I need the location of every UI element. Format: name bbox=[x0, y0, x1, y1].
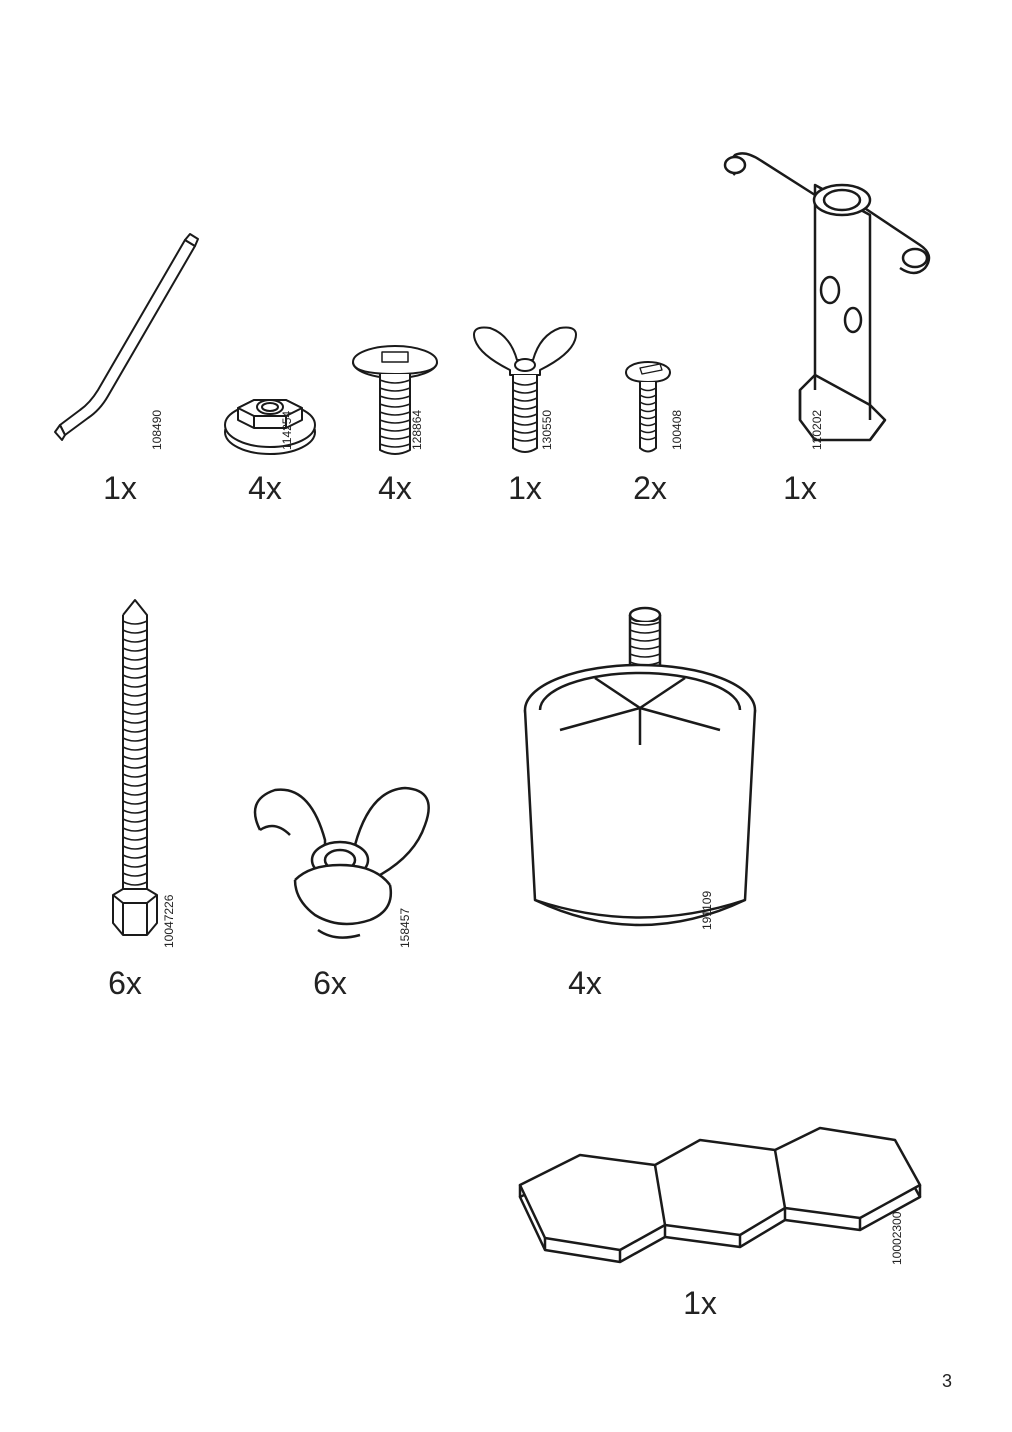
qty-foot-cup: 4x bbox=[555, 965, 615, 1002]
partnum-hex-pad: 10002300 bbox=[890, 1212, 904, 1265]
part-allen-key bbox=[40, 210, 200, 450]
part-wing-bolt bbox=[465, 320, 585, 460]
page-number: 3 bbox=[942, 1371, 952, 1392]
qty-small-screw: 2x bbox=[620, 470, 680, 507]
part-long-bolt bbox=[95, 595, 175, 945]
partnum-foot-cup: 191109 bbox=[700, 891, 714, 930]
part-foot-cup bbox=[500, 600, 780, 950]
partnum-hex-nut: 114254 bbox=[280, 411, 294, 450]
qty-long-bolt: 6x bbox=[95, 965, 155, 1002]
partnum-long-bolt: 10047226 bbox=[162, 895, 176, 948]
qty-allen-key: 1x bbox=[90, 470, 150, 507]
qty-wing-bolt: 1x bbox=[495, 470, 555, 507]
assembly-parts-page: 108490 1x 114254 4x bbox=[0, 0, 1012, 1432]
qty-wrench-tool: 1x bbox=[770, 470, 830, 507]
qty-hex-pad: 1x bbox=[670, 1285, 730, 1322]
part-hex-pad bbox=[500, 1090, 930, 1310]
qty-flat-bolt: 4x bbox=[365, 470, 425, 507]
partnum-flat-bolt: 128864 bbox=[410, 410, 424, 450]
partnum-wing-bolt: 130550 bbox=[540, 410, 554, 450]
partnum-small-screw: 100408 bbox=[670, 410, 684, 450]
partnum-wrench-tool: 120202 bbox=[810, 410, 824, 450]
qty-hex-nut: 4x bbox=[235, 470, 295, 507]
part-flat-bolt bbox=[340, 340, 450, 460]
partnum-wing-nut: 158457 bbox=[398, 908, 412, 948]
qty-wing-nut: 6x bbox=[300, 965, 360, 1002]
part-hex-nut bbox=[220, 370, 320, 460]
part-wrench-tool bbox=[720, 130, 940, 460]
partnum-allen-key: 108490 bbox=[150, 410, 164, 450]
